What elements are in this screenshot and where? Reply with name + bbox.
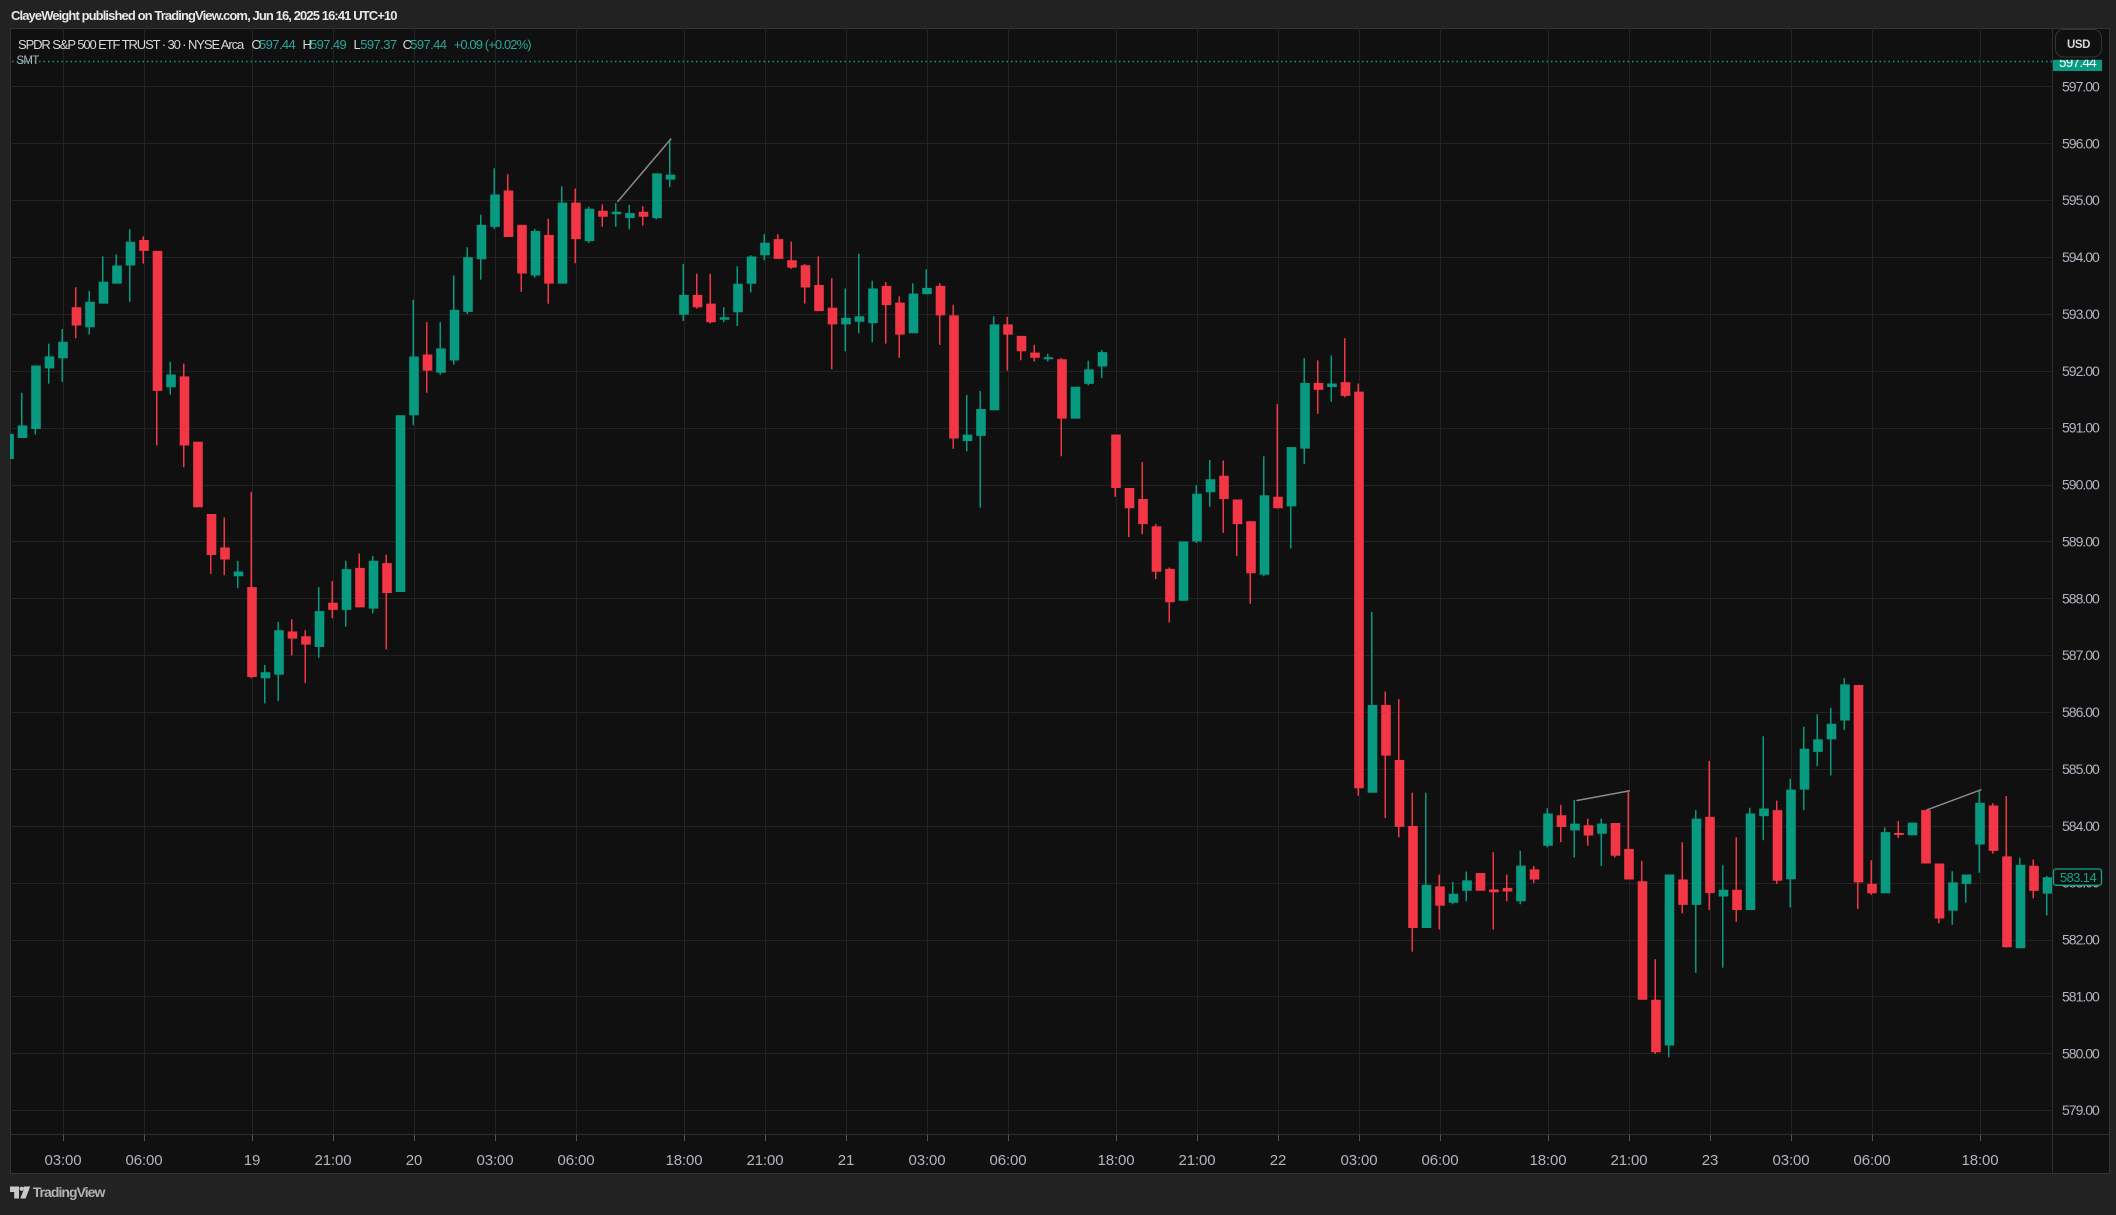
svg-text:18:00: 18:00 <box>1529 1152 1566 1169</box>
svg-text:587.00: 587.00 <box>2062 647 2100 663</box>
svg-text:21:00: 21:00 <box>1178 1152 1215 1169</box>
svg-text:583.14: 583.14 <box>2060 870 2097 885</box>
svg-text:18:00: 18:00 <box>1961 1152 1998 1169</box>
svg-text:+0.09 (+0.02%): +0.09 (+0.02%) <box>454 37 532 52</box>
svg-text:21:00: 21:00 <box>314 1152 351 1169</box>
svg-text:590.00: 590.00 <box>2062 477 2100 493</box>
svg-text:597.00: 597.00 <box>2062 78 2100 94</box>
svg-text:03:00: 03:00 <box>1340 1152 1377 1169</box>
svg-text:597.49: 597.49 <box>310 37 347 52</box>
svg-text:19: 19 <box>244 1152 261 1169</box>
svg-text:597.44: 597.44 <box>410 37 447 52</box>
svg-text:03:00: 03:00 <box>44 1152 81 1169</box>
svg-text:03:00: 03:00 <box>908 1152 945 1169</box>
svg-text:H: H <box>303 37 312 52</box>
svg-text:595.00: 595.00 <box>2062 192 2100 208</box>
svg-text:580.00: 580.00 <box>2062 1045 2100 1061</box>
svg-text:22: 22 <box>1270 1152 1287 1169</box>
svg-text:18:00: 18:00 <box>665 1152 702 1169</box>
svg-text:C: C <box>403 37 412 52</box>
svg-text:593.00: 593.00 <box>2062 306 2100 322</box>
svg-text:594.00: 594.00 <box>2062 249 2100 265</box>
svg-text:20: 20 <box>406 1152 423 1169</box>
svg-text:06:00: 06:00 <box>125 1152 162 1169</box>
svg-text:03:00: 03:00 <box>1772 1152 1809 1169</box>
svg-text:597.44: 597.44 <box>2059 55 2097 70</box>
svg-text:586.00: 586.00 <box>2062 704 2100 720</box>
svg-text:584.00: 584.00 <box>2062 818 2100 834</box>
svg-text:589.00: 589.00 <box>2062 533 2100 549</box>
svg-text:21: 21 <box>838 1152 855 1169</box>
svg-text:581.00: 581.00 <box>2062 989 2100 1005</box>
svg-text:06:00: 06:00 <box>557 1152 594 1169</box>
svg-text:06:00: 06:00 <box>1421 1152 1458 1169</box>
svg-text:23: 23 <box>1702 1152 1719 1169</box>
svg-text:596.00: 596.00 <box>2062 135 2100 151</box>
svg-text:USD: USD <box>2067 39 2090 51</box>
svg-text:597.37: 597.37 <box>360 37 397 52</box>
svg-text:O: O <box>251 37 261 52</box>
svg-text:579.00: 579.00 <box>2062 1102 2100 1118</box>
svg-text:591.00: 591.00 <box>2062 420 2100 436</box>
svg-text:ClayeWeight published on Tradi: ClayeWeight published on TradingView.com… <box>11 8 397 23</box>
svg-text:597.44: 597.44 <box>259 37 296 52</box>
svg-text:TradingView: TradingView <box>33 1184 106 1200</box>
svg-text:SMT: SMT <box>17 55 40 67</box>
svg-text:18:00: 18:00 <box>1097 1152 1134 1169</box>
svg-text:06:00: 06:00 <box>989 1152 1026 1169</box>
svg-text:03:00: 03:00 <box>476 1152 513 1169</box>
svg-text:588.00: 588.00 <box>2062 590 2100 606</box>
svg-text:585.00: 585.00 <box>2062 761 2100 777</box>
svg-text:582.00: 582.00 <box>2062 932 2100 948</box>
svg-text:592.00: 592.00 <box>2062 363 2100 379</box>
svg-text:21:00: 21:00 <box>746 1152 783 1169</box>
svg-text:SPDR S&P 500 ETF TRUST · 30 ·: SPDR S&P 500 ETF TRUST · 30 · NYSE Arca <box>18 37 245 52</box>
svg-text:06:00: 06:00 <box>1853 1152 1890 1169</box>
svg-text:L: L <box>354 37 361 52</box>
svg-text:21:00: 21:00 <box>1610 1152 1647 1169</box>
